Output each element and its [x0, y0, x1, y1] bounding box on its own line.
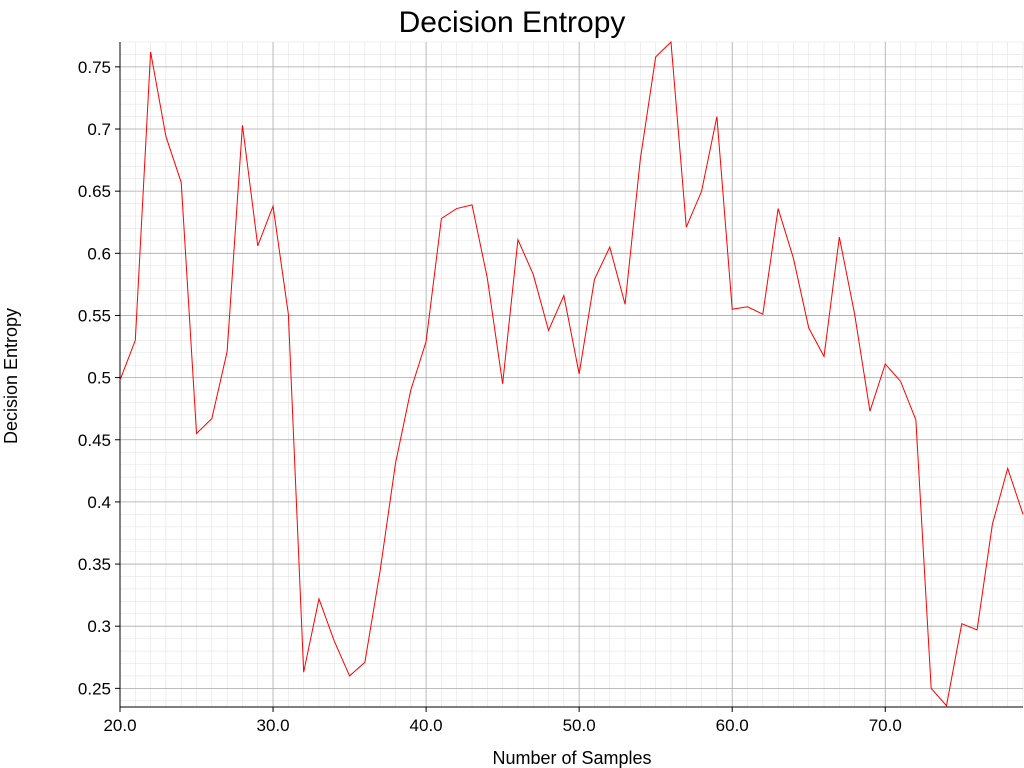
y-tick-label: 0.25 — [78, 679, 111, 698]
y-tick-label: 0.4 — [87, 493, 111, 512]
x-tick-label: 40.0 — [410, 716, 443, 735]
y-tick-label: 0.65 — [78, 182, 111, 201]
chart-title: Decision Entropy — [399, 6, 626, 39]
y-axis-label: Decision Entropy — [1, 308, 21, 444]
x-tick-label: 20.0 — [103, 716, 136, 735]
y-tick-label: 0.6 — [87, 244, 111, 263]
x-tick-label: 60.0 — [716, 716, 749, 735]
y-tick-label: 0.5 — [87, 369, 111, 388]
series-line — [119, 40, 1024, 707]
x-tick-label: 30.0 — [257, 716, 290, 735]
series-layer — [119, 40, 1024, 707]
x-tick-label: 50.0 — [563, 716, 596, 735]
y-tick-label: 0.55 — [78, 306, 111, 325]
y-tick-label: 0.3 — [87, 617, 111, 636]
major-grid — [119, 42, 1023, 707]
y-tick-label: 0.75 — [78, 58, 111, 77]
tick-labels: 20.0 30.0 40.0 50.0 60.0 70.0 0.25 0.3 0.35 0.4 0.… — [78, 58, 902, 735]
x-axis-label: Number of Samples — [492, 748, 651, 768]
y-tick-label: 0.45 — [78, 431, 111, 450]
y-tick-label: 0.7 — [87, 120, 111, 139]
y-tick-label: 0.35 — [78, 555, 111, 574]
minor-grid — [120, 41, 1024, 707]
axes — [115, 42, 1023, 712]
x-tick-label: 70.0 — [869, 716, 902, 735]
